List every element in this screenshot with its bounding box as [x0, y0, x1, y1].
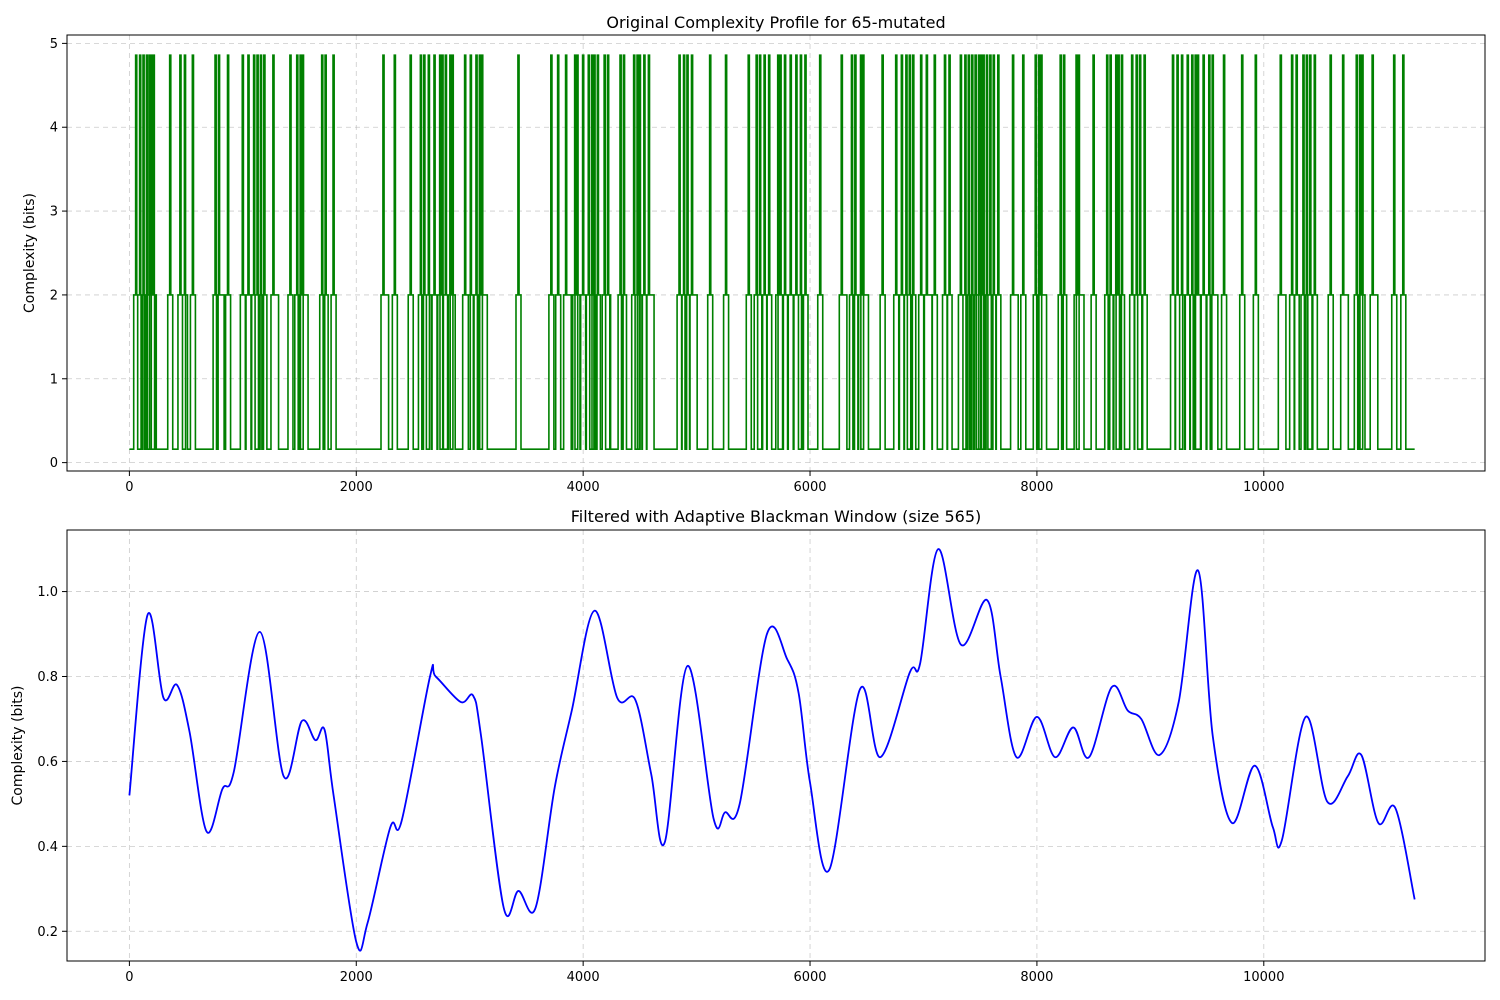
bottom-y-tick-label: 0.6: [37, 755, 58, 770]
bottom-y-tick-label: 0.2: [37, 925, 58, 940]
bottom-chart-title: Filtered with Adaptive Blackman Window (…: [571, 507, 982, 526]
top-x-tick-label: 10000: [1243, 480, 1284, 495]
bottom-y-axis-label: Complexity (bits): [10, 685, 26, 805]
top-chart-title: Original Complexity Profile for 65-mutat…: [606, 13, 945, 32]
bottom-x-tick-label: 10000: [1243, 970, 1284, 985]
bottom-plot-frame: [66, 529, 1486, 962]
top-y-tick-label: 1: [50, 372, 58, 387]
bottom-data: [128, 548, 1416, 952]
chart-bottom-panel: 0 2000 4000 6000 8000 10000 0.2 0.4 0.6 0.8 1.0 Fi…: [10, 507, 1486, 985]
top-y-tick-label: 4: [50, 121, 58, 136]
top-y-tick-label: 5: [50, 37, 58, 52]
bottom-grid: [67, 530, 1485, 961]
complexity-profile-line: [129, 54, 1415, 450]
bottom-ticks: 0 2000 4000 6000 8000 10000 0.2 0.4 0.6 0.8 1.0: [37, 585, 1284, 985]
bottom-x-tick-label: 2000: [340, 970, 373, 985]
bottom-y-tick-label: 1.0: [37, 585, 58, 600]
top-y-tick-label: 3: [50, 205, 58, 220]
chart-top-panel: 0 2000 4000 6000 8000 10000 0 1 2 3 4 5 Original Co…: [22, 13, 1486, 495]
filtered-complexity-line: [128, 548, 1416, 952]
bottom-x-tick-label: 0: [125, 970, 133, 985]
top-y-tick-label: 0: [50, 456, 58, 471]
top-x-tick-label: 8000: [1020, 480, 1053, 495]
top-y-tick-label: 2: [50, 288, 58, 303]
bottom-x-tick-label: 6000: [793, 970, 826, 985]
top-ticks: 0 2000 4000 6000 8000 10000 0 1 2 3 4 5: [50, 37, 1285, 495]
top-x-tick-label: 0: [125, 480, 133, 495]
bottom-y-tick-label: 0.4: [37, 840, 58, 855]
top-plot-frame: [66, 34, 1486, 472]
top-y-axis-label: Complexity (bits): [22, 193, 38, 313]
bottom-x-tick-label: 8000: [1020, 970, 1053, 985]
top-x-tick-label: 4000: [567, 480, 600, 495]
bottom-y-tick-label: 0.8: [37, 670, 58, 685]
top-x-tick-label: 2000: [340, 480, 373, 495]
top-data: [129, 54, 1415, 450]
bottom-x-tick-label: 4000: [567, 970, 600, 985]
top-x-tick-label: 6000: [793, 480, 826, 495]
